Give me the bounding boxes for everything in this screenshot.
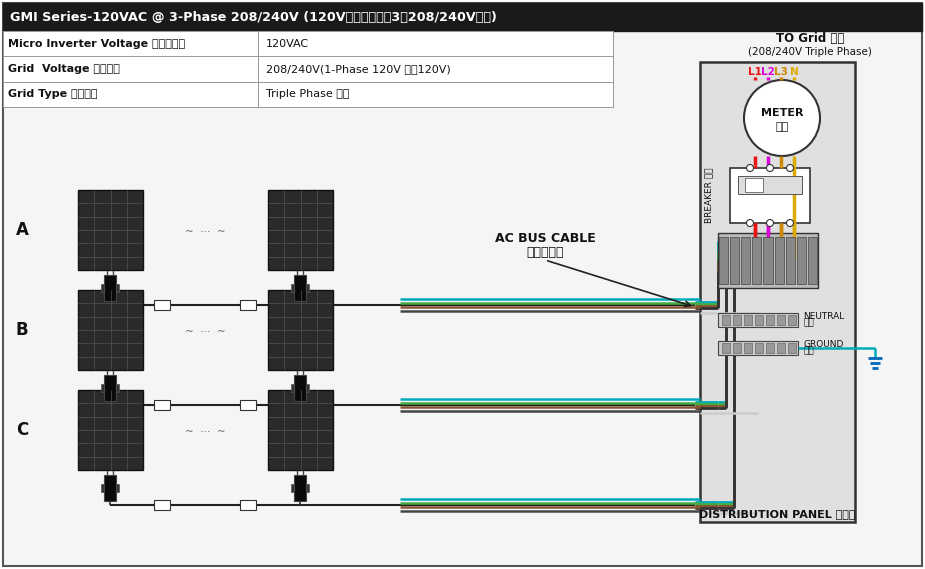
Bar [718, 233, 818, 288]
Bar [154, 500, 170, 510]
Bar [294, 275, 306, 301]
Bar [788, 315, 796, 325]
Circle shape [767, 164, 773, 171]
Bar [785, 237, 795, 284]
Text: DISTRIBUTION PANEL 接线盒: DISTRIBUTION PANEL 接线盒 [698, 509, 856, 519]
Text: Micro Inverter Voltage 逆变器电压: Micro Inverter Voltage 逆变器电压 [8, 39, 185, 49]
Text: A: A [16, 221, 29, 239]
Bar [763, 237, 772, 284]
Bar [154, 300, 170, 310]
Text: METER: METER [760, 108, 803, 118]
Text: TO Grid 电网: TO Grid 电网 [776, 31, 845, 44]
Text: C: C [16, 421, 28, 439]
Circle shape [767, 220, 773, 226]
Bar [730, 237, 739, 284]
Text: 电表: 电表 [775, 122, 789, 132]
Bar [101, 484, 104, 492]
Bar [755, 343, 763, 353]
Text: L2: L2 [761, 67, 775, 77]
Bar [154, 400, 170, 410]
Bar [3, 31, 613, 107]
Bar [306, 484, 309, 492]
Bar [752, 237, 761, 284]
Bar [291, 284, 294, 292]
Bar [722, 315, 730, 325]
Circle shape [746, 220, 754, 226]
Text: 交流主电罗: 交流主电罗 [526, 245, 563, 258]
Text: ~  ···  ~: ~ ··· ~ [185, 227, 226, 237]
Circle shape [744, 80, 820, 156]
Bar [722, 343, 730, 353]
Bar [104, 375, 116, 401]
Bar [744, 343, 752, 353]
Bar [718, 341, 798, 355]
Bar [78, 290, 143, 370]
Bar [294, 475, 306, 501]
Text: ~  ···  ~: ~ ··· ~ [185, 327, 226, 337]
Text: L1: L1 [748, 67, 762, 77]
Bar [744, 315, 752, 325]
Bar [796, 237, 806, 284]
Text: 接地: 接地 [803, 347, 814, 356]
Bar [116, 484, 119, 492]
Bar [240, 400, 256, 410]
Bar [738, 176, 802, 194]
Bar [755, 315, 763, 325]
Text: AC BUS CABLE: AC BUS CABLE [495, 232, 596, 245]
Bar [240, 500, 256, 510]
Text: BREAKER 开关: BREAKER 开关 [705, 167, 713, 222]
Bar [306, 284, 309, 292]
Bar [718, 313, 798, 327]
Bar [101, 284, 104, 292]
Bar [777, 343, 785, 353]
Bar [700, 62, 855, 522]
Bar [294, 375, 306, 401]
Text: 零线: 零线 [803, 319, 814, 328]
Text: 208/240V(1-Phase 120V 单相120V): 208/240V(1-Phase 120V 单相120V) [266, 64, 450, 74]
Bar [719, 237, 728, 284]
Bar [730, 168, 810, 223]
Bar [774, 237, 783, 284]
Bar [240, 300, 256, 310]
Bar [291, 384, 294, 392]
Bar [104, 275, 116, 301]
Bar [268, 190, 333, 270]
Bar [777, 315, 785, 325]
Circle shape [786, 220, 794, 226]
Text: Grid Type 电网类型: Grid Type 电网类型 [8, 89, 97, 100]
Text: 120VAC: 120VAC [266, 39, 309, 49]
Bar [766, 315, 774, 325]
Bar [101, 384, 104, 392]
Bar [766, 343, 774, 353]
Circle shape [746, 164, 754, 171]
Bar [116, 384, 119, 392]
Bar [3, 3, 922, 31]
Text: (208/240V Triple Phase): (208/240V Triple Phase) [748, 47, 872, 57]
Bar [745, 178, 763, 192]
Bar [78, 390, 143, 470]
Bar [268, 290, 333, 370]
Bar [733, 315, 741, 325]
Text: N: N [790, 67, 798, 77]
Bar [788, 343, 796, 353]
Text: ~  ···  ~: ~ ··· ~ [185, 427, 226, 437]
Text: Grid  Voltage 电网电压: Grid Voltage 电网电压 [8, 64, 120, 74]
Bar [291, 484, 294, 492]
Bar [78, 190, 143, 270]
Bar [306, 384, 309, 392]
Text: GROUND: GROUND [803, 340, 844, 348]
Text: GMI Series-120VAC @ 3-Phase 208/240V (120V逆变器安装在3相208/240V电网): GMI Series-120VAC @ 3-Phase 208/240V (12… [10, 10, 497, 23]
Bar [741, 237, 750, 284]
Circle shape [786, 164, 794, 171]
Bar [104, 475, 116, 501]
Bar [808, 237, 817, 284]
Text: Triple Phase 三相: Triple Phase 三相 [266, 89, 350, 100]
Bar [116, 284, 119, 292]
Bar [733, 343, 741, 353]
Text: B: B [16, 321, 29, 339]
Bar [268, 390, 333, 470]
Text: L3: L3 [774, 67, 788, 77]
Text: NEUTRAL: NEUTRAL [803, 311, 845, 320]
